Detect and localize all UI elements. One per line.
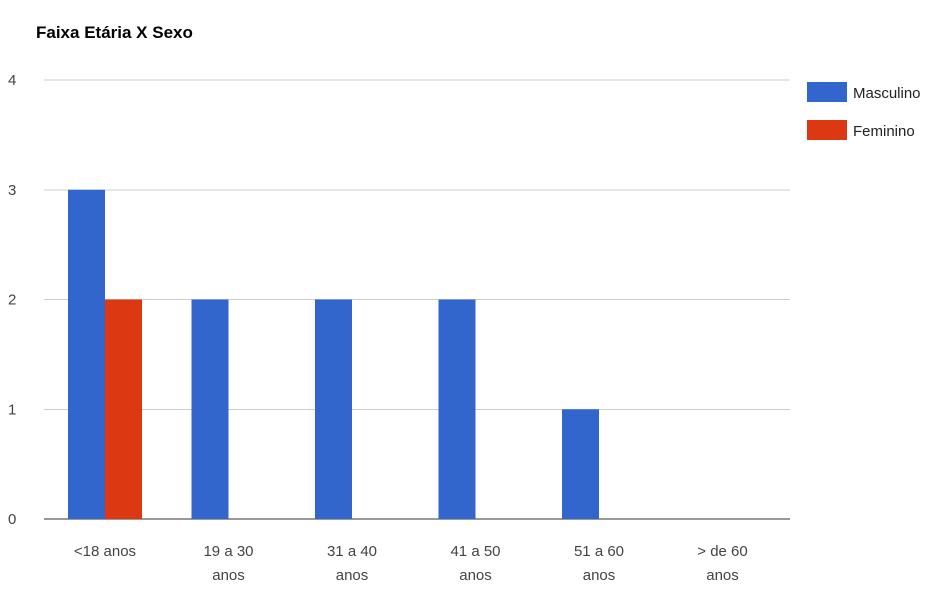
bar-masculino-0[interactable]	[68, 189, 105, 519]
x-tick-label: 31 a 40	[327, 543, 377, 560]
x-tick-label: anos	[336, 567, 369, 584]
x-tick-label: 41 a 50	[450, 543, 500, 560]
y-tick-label: 2	[8, 292, 16, 309]
bar-masculino-2[interactable]	[315, 299, 352, 520]
x-tick-label: <18 anos	[74, 543, 136, 560]
bar-masculino-4[interactable]	[562, 409, 599, 519]
bar-feminino-0[interactable]	[105, 299, 142, 520]
x-tick-label: 19 a 30	[203, 543, 253, 560]
x-tick-label: > de 60	[697, 543, 747, 560]
y-tick-label: 1	[8, 401, 16, 418]
x-tick-label: 51 a 60	[574, 543, 624, 560]
legend-label-feminino: Feminino	[853, 123, 915, 140]
y-tick-label: 4	[8, 72, 16, 89]
chart-title: Faixa Etária X Sexo	[36, 23, 193, 42]
legend-swatch-feminino	[807, 120, 847, 140]
gridlines	[44, 79, 790, 520]
x-tick-label: anos	[706, 567, 739, 584]
x-tick-label: anos	[212, 567, 245, 584]
bar-masculino-3[interactable]	[438, 299, 476, 520]
y-tick-label: 3	[8, 182, 16, 199]
bar-masculino-1[interactable]	[191, 299, 229, 520]
y-tick-label: 0	[8, 511, 16, 528]
x-tick-label: anos	[459, 567, 492, 584]
legend-swatch-masculino	[807, 82, 847, 102]
y-axis-ticks: 0 1 2 3 4	[8, 72, 16, 528]
bars	[68, 189, 599, 520]
x-tick-label: anos	[583, 567, 616, 584]
legend-label-masculino: Masculino	[853, 85, 921, 102]
x-axis-ticks: <18 anos 19 a 30 anos 31 a 40 anos 41 a 50 ano…	[74, 543, 748, 584]
legend: Masculino Feminino	[807, 82, 921, 140]
